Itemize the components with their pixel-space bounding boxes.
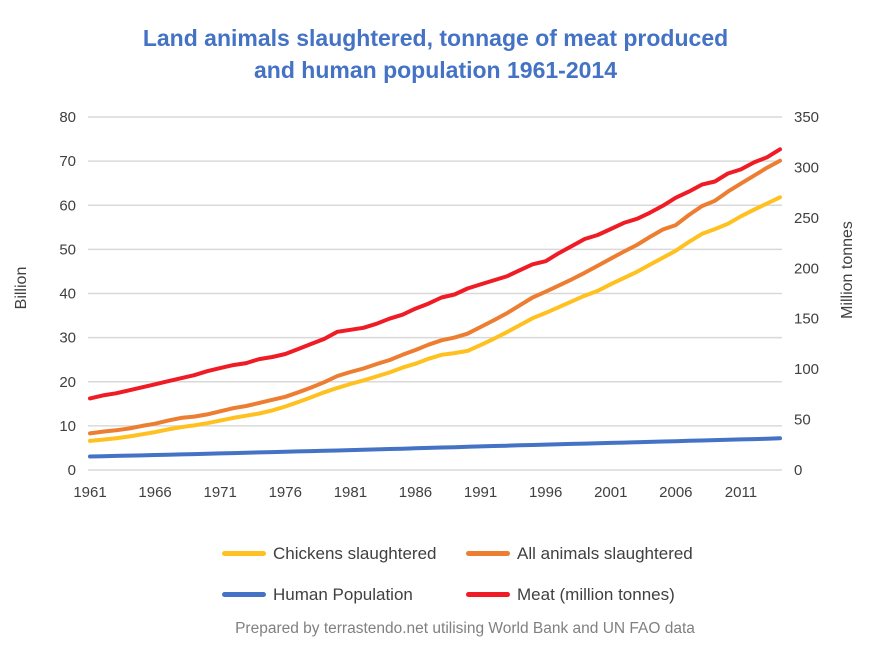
legend-label: Human Population <box>273 584 413 604</box>
x-axis-tick-label: 2001 <box>594 484 627 501</box>
right-axis-tick-label: 350 <box>794 109 819 126</box>
right-axis-tick-label: 50 <box>794 412 811 429</box>
attribution-text: Prepared by terrastendo.net utilising Wo… <box>235 620 695 637</box>
series-line-meat-million-tonnes <box>88 147 782 401</box>
chart-title: Land animals slaughtered, tonnage of mea… <box>0 22 871 86</box>
left-axis-title: Billion <box>13 267 30 310</box>
x-axis-tick-label: 1981 <box>334 484 367 501</box>
x-axis-tick-label: 1991 <box>464 484 497 501</box>
legend-item: Human Population <box>222 584 466 604</box>
left-axis-tick-label: 30 <box>59 330 76 347</box>
chart-title-line2: and human population 1961-2014 <box>254 57 617 83</box>
legend-line-swatch-icon <box>222 592 266 597</box>
chart-title-line1: Land animals slaughtered, tonnage of mea… <box>142 25 729 51</box>
legend-label: Chickens slaughtered <box>273 543 437 563</box>
legend-line-swatch-icon <box>222 551 266 556</box>
right-axis-tick-label: 300 <box>794 159 819 176</box>
left-axis-tick-label: 70 <box>59 153 76 170</box>
left-axis-tick-label: 50 <box>59 241 76 258</box>
right-axis-title: Million tonnes <box>839 221 856 319</box>
x-axis-tick-label: 1971 <box>204 484 237 501</box>
x-axis-tick-label: 2011 <box>725 484 757 501</box>
x-axis-tick-label: 2006 <box>659 484 692 501</box>
legend-item: Chickens slaughtered <box>222 543 466 563</box>
right-axis-tick-label: 250 <box>794 210 819 227</box>
left-axis-tick-label: 0 <box>68 462 76 479</box>
x-axis-tick-label: 1966 <box>138 484 171 501</box>
legend-line-swatch-icon <box>466 592 510 597</box>
right-axis-tick-label: 150 <box>794 311 819 328</box>
left-axis-tick-label: 60 <box>59 197 76 214</box>
left-axis-tick-label: 10 <box>59 418 76 435</box>
right-axis-tick-label: 200 <box>794 260 819 277</box>
x-axis-tick-label: 1996 <box>529 484 562 501</box>
legend-label: Meat (million tonnes) <box>517 584 675 604</box>
right-axis-tick-label: 100 <box>794 361 819 378</box>
series-line-all-animals-slaughtered <box>88 158 782 436</box>
series-line-human-population <box>88 436 782 459</box>
x-axis-tick-label: 1961 <box>73 484 106 501</box>
legend-item: All animals slaughtered <box>466 543 693 563</box>
right-axis-tick-label: 0 <box>794 462 802 479</box>
chart-legend: Chickens slaughtered All animals slaughte… <box>222 543 693 604</box>
x-axis-tick-label: 1976 <box>269 484 302 501</box>
legend-line-swatch-icon <box>466 551 510 556</box>
legend-label: All animals slaughtered <box>517 543 693 563</box>
left-axis-tick-label: 20 <box>59 374 76 391</box>
series-line-chickens-slaughtered <box>88 195 782 443</box>
left-axis-tick-label: 80 <box>59 109 76 126</box>
left-axis-tick-label: 40 <box>59 286 76 303</box>
legend-item: Meat (million tonnes) <box>466 584 693 604</box>
x-axis-tick-label: 1986 <box>399 484 432 501</box>
